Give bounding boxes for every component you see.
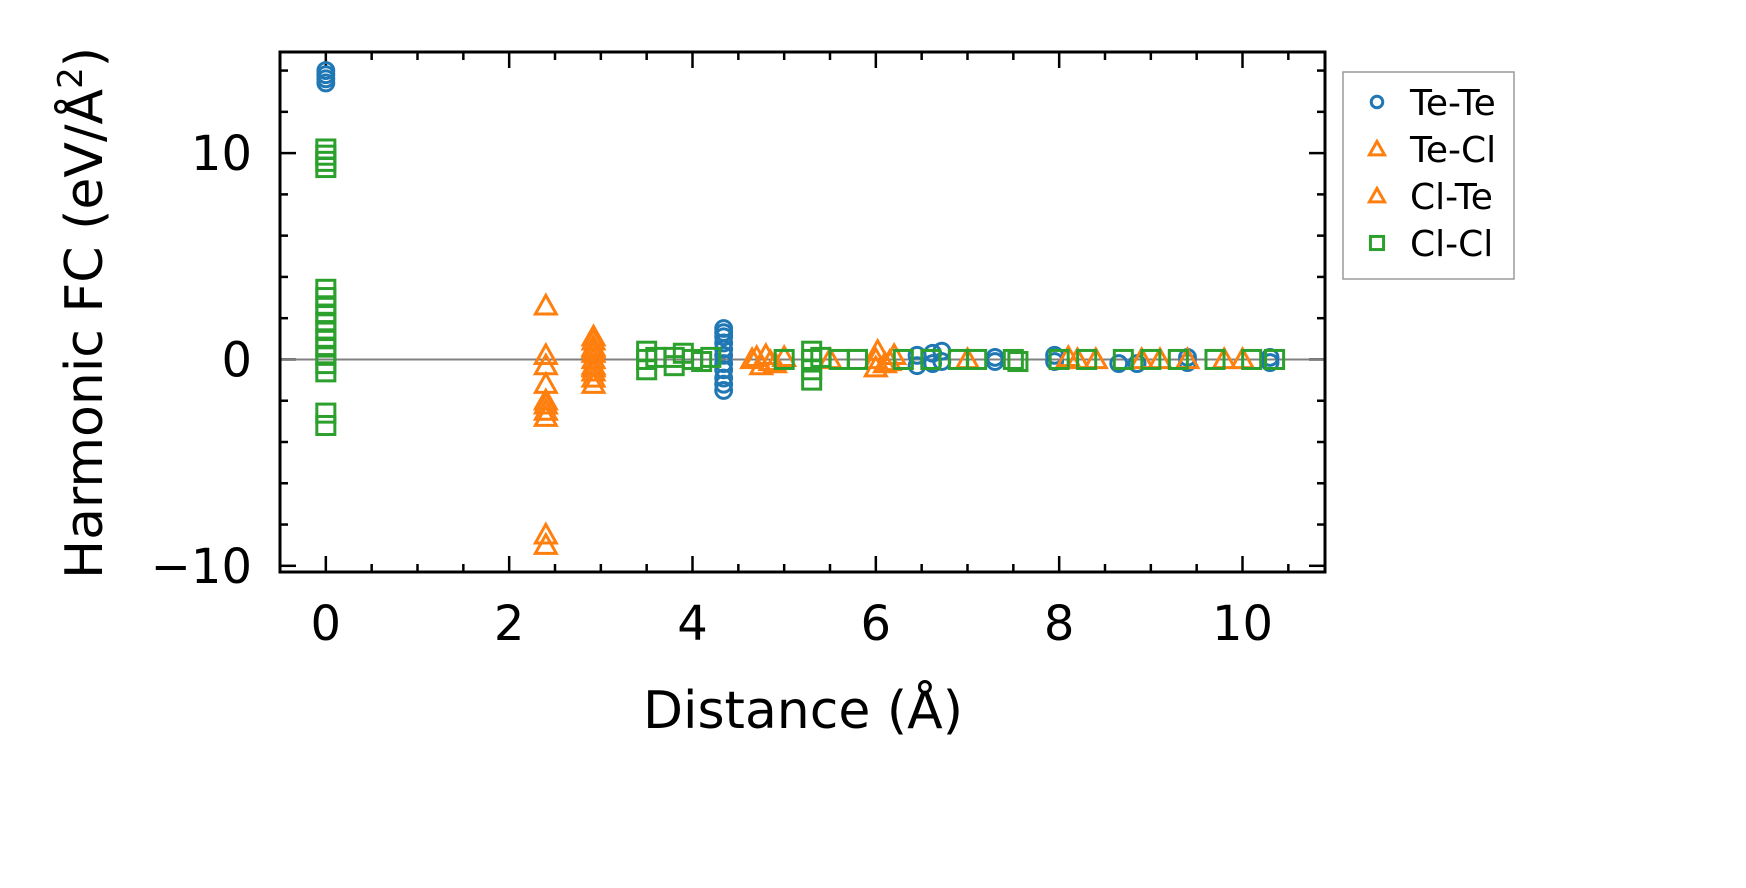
series-te-cl xyxy=(532,292,1256,555)
data-point xyxy=(846,348,869,370)
series-cl-cl xyxy=(315,138,1286,437)
legend-marker-cl-te xyxy=(1366,185,1388,204)
plot-frame xyxy=(278,50,1327,574)
y-axis-label-close: ) xyxy=(55,47,115,67)
data-point xyxy=(1048,348,1070,370)
x-axis-label: Distance (Å) xyxy=(643,679,963,741)
data-point xyxy=(700,346,722,368)
x-tick-label: 8 xyxy=(1044,596,1075,652)
data-point xyxy=(532,292,559,316)
x-tick-label: 6 xyxy=(861,596,892,652)
legend-label-te-te: Te-Te xyxy=(1409,83,1496,124)
legend-label-cl-cl: Cl-Cl xyxy=(1410,224,1493,265)
data-point xyxy=(580,339,607,363)
y-tick-label: 10 xyxy=(191,126,252,182)
legend-marker-te-cl xyxy=(1366,138,1388,157)
data-point xyxy=(315,138,337,160)
data-point xyxy=(315,402,337,424)
data-point xyxy=(714,380,734,400)
tick-marks xyxy=(280,52,1325,572)
data-point xyxy=(743,343,770,368)
data-point xyxy=(315,414,337,437)
y-axis-label-superscript: 2 xyxy=(51,67,91,89)
x-tick-label: 10 xyxy=(1212,596,1273,652)
y-axis-label-main: Harmonic FC (eV/Å xyxy=(53,88,115,579)
data-point xyxy=(580,323,607,347)
data-point xyxy=(892,348,914,370)
data-point xyxy=(1002,348,1024,370)
data-point xyxy=(864,337,891,361)
data-point xyxy=(532,521,559,545)
data-point xyxy=(1140,348,1162,370)
data-point xyxy=(532,391,559,415)
data-point xyxy=(773,348,795,370)
legend-label-cl-te: Cl-Te xyxy=(1410,177,1493,218)
data-point xyxy=(316,61,336,80)
data-point xyxy=(1007,351,1029,373)
data-point xyxy=(532,387,559,411)
y-tick-label: −10 xyxy=(151,539,252,595)
data-point xyxy=(966,348,988,370)
data-point xyxy=(315,157,337,179)
data-point xyxy=(580,358,607,382)
data-point xyxy=(862,345,889,370)
data-point xyxy=(1076,348,1098,370)
data-point xyxy=(315,278,337,300)
legend-marker-te-te xyxy=(1369,94,1385,110)
legend-marker-cl-cl xyxy=(1368,234,1386,252)
data-point xyxy=(1264,348,1286,370)
data-point xyxy=(1109,354,1129,374)
data-point xyxy=(1167,348,1189,370)
series-cl-te xyxy=(532,335,1238,415)
legend: Te-Te Te-Cl Cl-Te Cl-Cl xyxy=(1342,71,1515,280)
data-point xyxy=(771,343,798,368)
data-point xyxy=(532,403,559,427)
data-point xyxy=(580,370,607,394)
data-point xyxy=(1241,348,1263,370)
x-tick-label: 4 xyxy=(677,596,708,652)
x-tick-label: 0 xyxy=(311,596,342,652)
data-point xyxy=(580,327,607,351)
data-point xyxy=(532,341,559,365)
x-tick-label: 2 xyxy=(494,596,525,652)
series-te-te xyxy=(316,61,1280,400)
data-point xyxy=(315,144,337,166)
data-point xyxy=(761,350,789,374)
data-point xyxy=(1204,348,1226,370)
data-point xyxy=(315,150,337,172)
tick-labels: 0 2 4 6 8 10 −10 0 10 xyxy=(151,126,1273,652)
data-point xyxy=(920,348,942,370)
data-point xyxy=(580,354,607,378)
legend-label-te-cl: Te-Cl xyxy=(1409,130,1496,171)
data-points xyxy=(315,61,1286,555)
y-axis-label: Harmonic FC (eV/Å2) xyxy=(51,47,115,579)
data-point xyxy=(714,319,734,338)
data-point xyxy=(580,335,607,359)
y-tick-label: 0 xyxy=(221,332,252,388)
data-point xyxy=(1112,348,1134,370)
data-point xyxy=(714,345,734,365)
